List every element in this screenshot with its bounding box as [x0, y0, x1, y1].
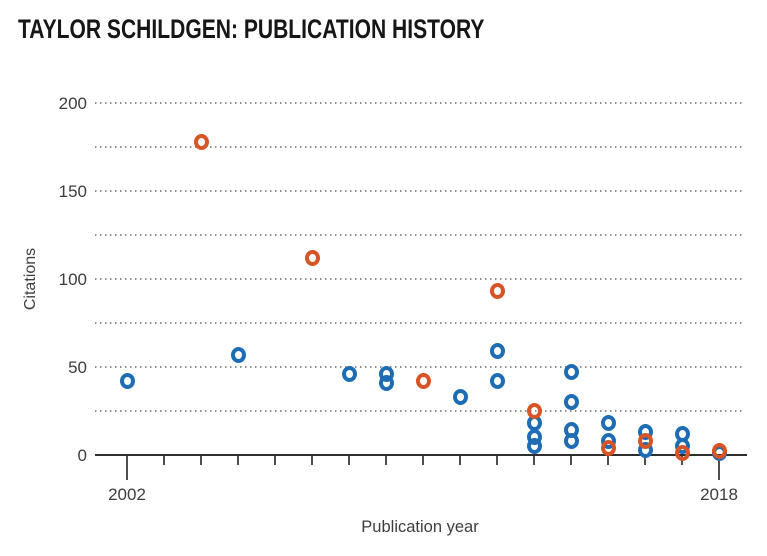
y-tick-label-100: 100: [58, 270, 87, 289]
x-tick-2004: [200, 456, 202, 465]
x-axis-title: Publication year: [361, 518, 479, 536]
data-point-blue-2012-42: [489, 373, 505, 390]
chart-title: TAYLOR SCHILDGEN: PUBLICATION HISTORY: [18, 14, 485, 44]
gridline-150: [95, 190, 745, 192]
data-point-blue-2014-8: [563, 432, 579, 449]
x-tick-2012: [496, 456, 498, 465]
gridline-200: [95, 102, 745, 104]
data-point-orange-2010-42: [415, 373, 431, 390]
gridline-75: [95, 322, 745, 324]
x-tick-2013: [533, 456, 535, 465]
gridline-25: [95, 410, 745, 412]
x-tick-2014: [570, 456, 572, 465]
data-point-orange-2012-93: [489, 283, 505, 300]
x-tick-2015: [607, 456, 609, 465]
data-point-blue-2014-30: [563, 394, 579, 411]
x-tick-2010: [422, 456, 424, 465]
data-point-blue-2011-33: [452, 388, 468, 405]
data-point-orange-2017-1: [674, 445, 690, 462]
data-point-blue-2012-59: [489, 343, 505, 360]
y-tick-label-150: 150: [58, 182, 87, 201]
x-tick-2005: [237, 456, 239, 465]
data-point-blue-2002-42: [119, 373, 135, 390]
data-point-orange-2016-8: [637, 432, 653, 449]
data-point-blue-2015-18: [600, 415, 616, 432]
x-tick-2007: [311, 456, 313, 465]
x-tick-2009: [385, 456, 387, 465]
y-tick-label-200: 200: [58, 94, 87, 113]
y-tick-label-0: 0: [77, 446, 87, 465]
x-tick-label-2018: 2018: [700, 485, 738, 504]
gridline-175: [95, 146, 745, 148]
x-tick-2018: [718, 456, 720, 480]
x-tick-2003: [163, 456, 165, 465]
y-tick-label-50: 50: [68, 358, 87, 377]
gridline-125: [95, 234, 745, 236]
x-tick-2008: [348, 456, 350, 465]
gridline-100: [95, 278, 745, 280]
data-point-blue-2005-57: [230, 346, 246, 363]
x-tick-label-2002: 2002: [108, 485, 146, 504]
gridline-50: [95, 366, 745, 368]
data-point-blue-2013-5: [526, 438, 542, 455]
data-point-blue-2014-47: [563, 364, 579, 381]
data-point-orange-2007-112: [304, 249, 320, 266]
x-tick-2006: [274, 456, 276, 465]
x-tick-2016: [644, 456, 646, 465]
data-point-orange-2013-25: [526, 403, 542, 419]
x-tick-2002: [126, 456, 128, 480]
data-point-blue-2008-46: [341, 366, 357, 383]
data-point-orange-2004-178: [193, 133, 209, 150]
data-point-orange-2015-4: [600, 439, 616, 456]
data-point-blue-2009-41: [378, 374, 394, 391]
x-tick-2011: [459, 456, 461, 465]
x-axis-line: [95, 454, 747, 456]
data-point-orange-2018-2: [711, 443, 727, 460]
